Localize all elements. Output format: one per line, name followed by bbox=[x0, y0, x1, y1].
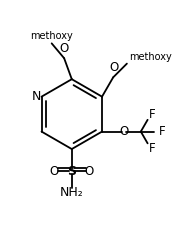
Text: methoxy: methoxy bbox=[129, 52, 171, 62]
Text: N: N bbox=[32, 90, 42, 103]
Text: NH₂: NH₂ bbox=[60, 185, 84, 199]
Text: O: O bbox=[85, 165, 94, 178]
Text: O: O bbox=[110, 61, 119, 74]
Text: F: F bbox=[149, 109, 155, 122]
Text: O: O bbox=[120, 125, 129, 138]
Text: methoxy: methoxy bbox=[30, 31, 73, 42]
Text: S: S bbox=[67, 165, 76, 178]
Text: F: F bbox=[159, 125, 166, 138]
Text: O: O bbox=[50, 165, 59, 178]
Text: F: F bbox=[149, 142, 155, 155]
Text: O: O bbox=[60, 42, 69, 55]
